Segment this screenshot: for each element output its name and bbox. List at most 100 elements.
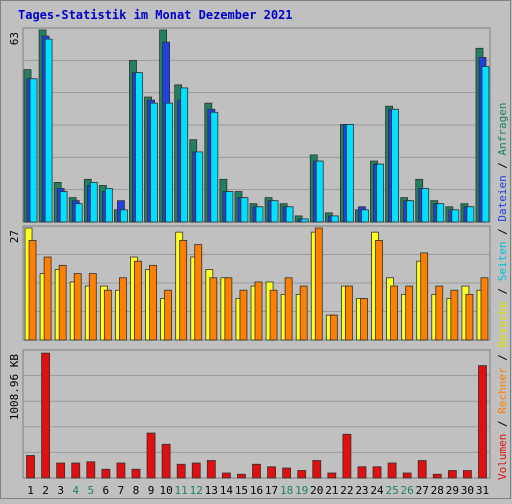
bar-volumen-day-30 xyxy=(462,470,472,479)
x-label-day-6: 6 xyxy=(103,484,110,497)
bar-volumen-day-13 xyxy=(206,460,216,479)
bar-rechner-day-8 xyxy=(134,260,142,341)
legend-part-2: Rechner xyxy=(496,367,509,414)
bar-volumen-day-1 xyxy=(26,455,35,479)
volume-panel: 1008.96 KB xyxy=(8,349,491,479)
bar-volumen-day-9 xyxy=(146,432,156,479)
bar-volumen-day-8 xyxy=(131,468,141,479)
bar-seiten-day-15 xyxy=(240,197,249,223)
bar-rechner-day-12 xyxy=(194,244,203,341)
bar-seiten-day-3 xyxy=(59,191,68,223)
x-label-day-26: 26 xyxy=(401,484,414,497)
bar-volumen-day-3 xyxy=(56,462,66,479)
bar-rechner-day-29 xyxy=(450,289,459,341)
bar-rechner-day-13 xyxy=(209,277,218,341)
bar-volumen-day-11 xyxy=(176,463,186,479)
x-label-day-17: 17 xyxy=(265,484,278,497)
bar-rechner-day-26 xyxy=(405,285,414,341)
x-label-day-31: 31 xyxy=(476,484,489,497)
x-label-day-4: 4 xyxy=(72,484,79,497)
x-label-day-13: 13 xyxy=(205,484,218,497)
hits-panel-max-label: 63 xyxy=(8,32,21,45)
bar-volumen-day-19 xyxy=(297,470,307,479)
bar-rechner-day-21 xyxy=(329,314,338,341)
x-label-day-29: 29 xyxy=(446,484,459,497)
bar-rechner-day-7 xyxy=(119,277,127,341)
x-label-day-8: 8 xyxy=(133,484,140,497)
x-label-day-19: 19 xyxy=(295,484,308,497)
bar-rechner-day-27 xyxy=(420,252,429,341)
x-label-day-21: 21 xyxy=(325,484,338,497)
bar-seiten-day-20 xyxy=(315,160,324,223)
bar-volumen-day-23 xyxy=(357,466,367,479)
bar-rechner-day-28 xyxy=(435,285,444,341)
bar-seiten-day-11 xyxy=(180,87,189,223)
legend-part-0: Volumen xyxy=(496,434,509,480)
legend-part-5: / xyxy=(496,281,509,301)
x-label-day-14: 14 xyxy=(220,484,234,497)
legend-part-1: / xyxy=(496,414,509,434)
bar-seiten-day-10 xyxy=(165,102,174,223)
x-label-day-27: 27 xyxy=(416,484,429,497)
bar-rechner-day-11 xyxy=(179,240,188,341)
bar-seiten-day-18 xyxy=(285,206,294,223)
bar-seiten-day-29 xyxy=(451,209,460,223)
bar-seiten-day-12 xyxy=(195,151,204,223)
x-label-day-30: 30 xyxy=(461,484,474,497)
bar-rechner-day-9 xyxy=(149,264,157,341)
bar-volumen-day-12 xyxy=(191,462,201,479)
bar-rechner-day-18 xyxy=(284,277,293,341)
bar-rechner-day-15 xyxy=(239,289,248,341)
bar-seiten-day-30 xyxy=(466,206,475,223)
bar-volumen-day-6 xyxy=(101,468,111,479)
bar-seiten-day-25 xyxy=(391,108,399,223)
bar-volumen-day-22 xyxy=(342,433,352,479)
bar-seiten-day-5 xyxy=(89,181,98,223)
x-label-day-2: 2 xyxy=(42,484,49,497)
bar-rechner-day-20 xyxy=(314,227,323,341)
bar-seiten-day-26 xyxy=(406,200,415,223)
bar-rechner-day-31 xyxy=(480,277,489,341)
x-label-day-11: 11 xyxy=(175,484,188,497)
bar-seiten-day-1 xyxy=(29,78,38,223)
bar-seiten-day-23 xyxy=(361,209,369,223)
bar-rechner-day-4 xyxy=(73,273,82,341)
bar-volumen-day-14 xyxy=(221,472,231,479)
x-label-day-16: 16 xyxy=(250,484,263,497)
bar-volumen-day-20 xyxy=(312,460,322,479)
chart-title: Tages-Statistik im Monat Dezember 2021 xyxy=(18,8,293,22)
bar-seiten-day-19 xyxy=(300,218,309,223)
x-label-day-23: 23 xyxy=(355,484,368,497)
volume-panel-max-label: 1008.96 KB xyxy=(8,354,21,421)
bar-volumen-day-24 xyxy=(372,466,382,479)
bar-volumen-day-18 xyxy=(282,467,292,479)
hits-panel: 63 xyxy=(8,27,491,223)
bar-rechner-day-5 xyxy=(88,273,97,341)
x-label-day-28: 28 xyxy=(431,484,444,497)
bar-seiten-day-8 xyxy=(135,72,143,223)
bar-rechner-day-22 xyxy=(344,285,353,341)
bar-rechner-day-14 xyxy=(224,277,233,341)
x-label-day-10: 10 xyxy=(159,484,172,497)
bar-volumen-day-27 xyxy=(417,460,427,479)
bar-rechner-day-23 xyxy=(360,298,368,341)
legend-part-9: / xyxy=(496,155,509,175)
bar-seiten-day-7 xyxy=(120,209,128,223)
x-label-day-22: 22 xyxy=(340,484,353,497)
bar-volumen-day-2 xyxy=(41,352,50,479)
bar-seiten-day-27 xyxy=(421,188,430,223)
bar-volumen-day-4 xyxy=(71,462,81,479)
bar-seiten-day-22 xyxy=(345,124,354,223)
bar-rechner-day-30 xyxy=(465,293,474,341)
bar-seiten-day-2 xyxy=(44,38,53,223)
bar-rechner-day-6 xyxy=(103,289,112,341)
x-label-day-20: 20 xyxy=(310,484,323,497)
bar-seiten-day-24 xyxy=(376,163,384,223)
bar-seiten-day-28 xyxy=(436,203,445,223)
legend-part-4: Besuche xyxy=(496,301,509,347)
bar-volumen-day-7 xyxy=(116,462,126,479)
bar-volumen-day-15 xyxy=(237,473,246,479)
bar-rechner-day-10 xyxy=(164,289,173,341)
